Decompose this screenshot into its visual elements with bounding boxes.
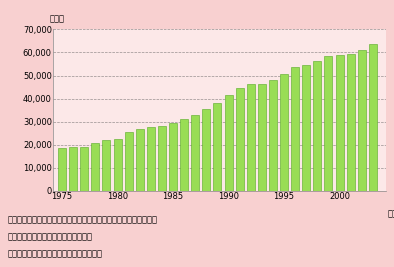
Bar xyxy=(191,115,199,191)
Bar xyxy=(280,74,288,191)
Bar xyxy=(247,84,255,191)
Text: （注）地階を有する建築物とは、建築基準法施行令第１条第２号に: （注）地階を有する建築物とは、建築基準法施行令第１条第２号に xyxy=(8,215,158,224)
Bar xyxy=(58,148,66,191)
Bar xyxy=(147,127,155,191)
Bar xyxy=(302,65,310,191)
Bar xyxy=(80,147,88,191)
Bar xyxy=(102,140,110,191)
Bar xyxy=(291,68,299,191)
Text: 資料）東京都「東京都統計年鑑」より作成: 資料）東京都「東京都統計年鑑」より作成 xyxy=(8,250,103,259)
Bar xyxy=(369,44,377,191)
Bar xyxy=(258,84,266,191)
Bar xyxy=(225,95,232,191)
Bar xyxy=(236,88,243,191)
Bar xyxy=(169,123,177,191)
Bar xyxy=(91,143,99,191)
Text: （年）: （年） xyxy=(388,210,394,218)
Bar xyxy=(180,119,188,191)
Bar xyxy=(69,147,77,191)
Text: （棟）: （棟） xyxy=(50,14,65,23)
Bar xyxy=(136,129,144,191)
Bar xyxy=(125,132,133,191)
Bar xyxy=(324,56,333,191)
Bar xyxy=(203,109,210,191)
Bar xyxy=(358,50,366,191)
Bar xyxy=(269,80,277,191)
Bar xyxy=(336,55,344,191)
Bar xyxy=(313,61,322,191)
Bar xyxy=(158,126,166,191)
Text: よる地階を有する建築物をいう。: よる地階を有する建築物をいう。 xyxy=(8,232,93,241)
Bar xyxy=(113,139,122,191)
Bar xyxy=(347,54,355,191)
Bar xyxy=(214,103,221,191)
